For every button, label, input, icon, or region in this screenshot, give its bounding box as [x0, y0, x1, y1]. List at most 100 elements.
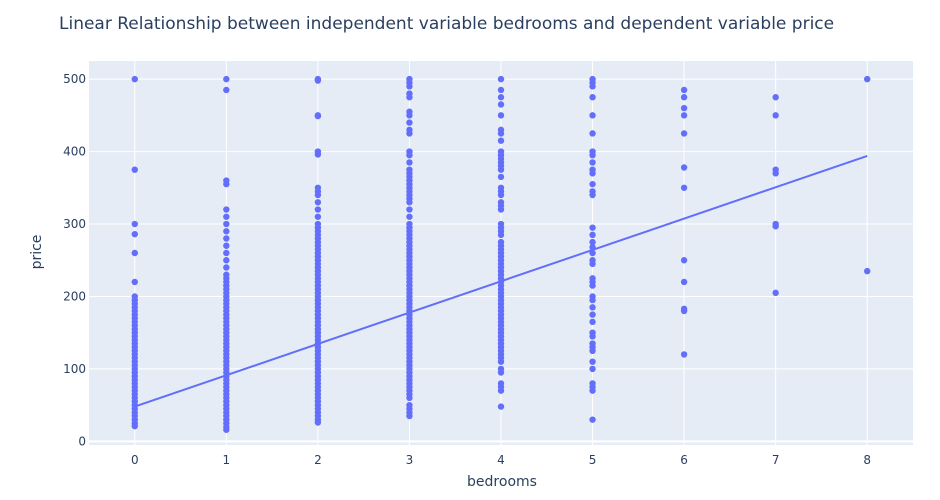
- data-point: [680, 94, 688, 101]
- data-point: [589, 83, 596, 90]
- data-point: [223, 220, 230, 228]
- data-point: [131, 166, 138, 173]
- data-point: [223, 180, 230, 188]
- data-point: [223, 249, 230, 257]
- data-point: [589, 333, 596, 340]
- data-point: [314, 77, 322, 84]
- data-point: [497, 101, 505, 108]
- data-point: [406, 83, 413, 90]
- data-point: [497, 166, 505, 173]
- y-axis-ticks: 0 100 200 300 400 500: [63, 72, 86, 448]
- data-point: [223, 213, 230, 220]
- y-axis-label: price: [29, 235, 45, 270]
- chart-title: Linear Relationship between independent …: [59, 14, 834, 34]
- data-point: [223, 206, 230, 213]
- data-point: [772, 112, 779, 119]
- data-point: [497, 369, 505, 376]
- data-point: [680, 164, 688, 171]
- x-tick-label: 4: [497, 453, 505, 467]
- data-point: [131, 75, 138, 83]
- data-point: [406, 119, 413, 126]
- data-point: [589, 311, 596, 318]
- data-point: [314, 213, 322, 220]
- data-point: [589, 387, 596, 394]
- data-point: [680, 184, 688, 191]
- y-tick-label: 0: [78, 434, 86, 448]
- data-point: [589, 159, 596, 166]
- data-point: [772, 170, 779, 177]
- data-point: [497, 231, 505, 239]
- data-point: [406, 151, 413, 159]
- data-point: [589, 296, 596, 304]
- y-tick-label: 500: [63, 72, 86, 86]
- data-point: [131, 422, 138, 430]
- data-point: [680, 104, 688, 112]
- data-point: [589, 347, 596, 355]
- data-point: [772, 94, 779, 101]
- data-point: [680, 351, 688, 358]
- x-tick-label: 6: [680, 453, 688, 467]
- scatter-points: [131, 75, 871, 433]
- data-point: [680, 86, 688, 94]
- x-tick-label: 7: [772, 453, 780, 467]
- data-point: [589, 282, 596, 289]
- data-point: [406, 394, 413, 402]
- data-point: [589, 94, 596, 101]
- data-point: [223, 264, 230, 271]
- data-point: [131, 278, 138, 286]
- data-point: [131, 220, 138, 228]
- data-point: [589, 416, 596, 423]
- x-tick-label: 5: [589, 453, 597, 467]
- data-point: [223, 75, 230, 83]
- data-point: [589, 365, 596, 373]
- data-point: [497, 86, 505, 94]
- data-point: [680, 130, 688, 137]
- data-point: [406, 199, 413, 206]
- data-point: [406, 112, 413, 119]
- data-point: [680, 112, 688, 119]
- data-point: [497, 112, 505, 119]
- regression-lines: [134, 154, 868, 408]
- y-tick-label: 200: [63, 289, 86, 303]
- data-point: [406, 159, 413, 166]
- data-point: [589, 180, 596, 188]
- data-point: [406, 412, 413, 420]
- data-point: [680, 257, 688, 264]
- data-point: [314, 112, 322, 120]
- data-point: [314, 206, 322, 213]
- data-point: [589, 130, 596, 137]
- data-point: [680, 307, 688, 315]
- data-point: [406, 94, 413, 101]
- data-point: [223, 257, 230, 264]
- regression-line: [134, 154, 868, 408]
- data-point: [497, 358, 505, 365]
- data-point: [223, 235, 230, 242]
- data-point: [497, 206, 505, 213]
- data-point: [589, 304, 596, 311]
- data-point: [864, 75, 871, 83]
- data-point: [589, 224, 596, 231]
- data-point: [497, 387, 505, 394]
- data-point: [223, 86, 230, 94]
- x-axis-label: bedrooms: [467, 474, 537, 490]
- x-tick-label: 8: [863, 453, 871, 467]
- data-point: [589, 260, 596, 268]
- x-axis-ticks: 0 1 2 3 4 5 6 7 8: [131, 453, 871, 467]
- data-point: [864, 267, 871, 275]
- data-point: [223, 228, 230, 235]
- data-point: [589, 231, 596, 239]
- data-point: [314, 419, 322, 426]
- y-tick-label: 300: [63, 217, 86, 231]
- data-point: [406, 130, 413, 137]
- data-point: [131, 249, 138, 257]
- data-point: [406, 213, 413, 220]
- x-tick-label: 0: [131, 453, 139, 467]
- x-tick-label: 1: [223, 453, 231, 467]
- data-point: [497, 191, 505, 199]
- data-point: [589, 358, 596, 365]
- data-point: [589, 151, 596, 159]
- data-point: [497, 137, 505, 144]
- x-tick-label: 2: [314, 453, 322, 467]
- data-point: [497, 403, 505, 410]
